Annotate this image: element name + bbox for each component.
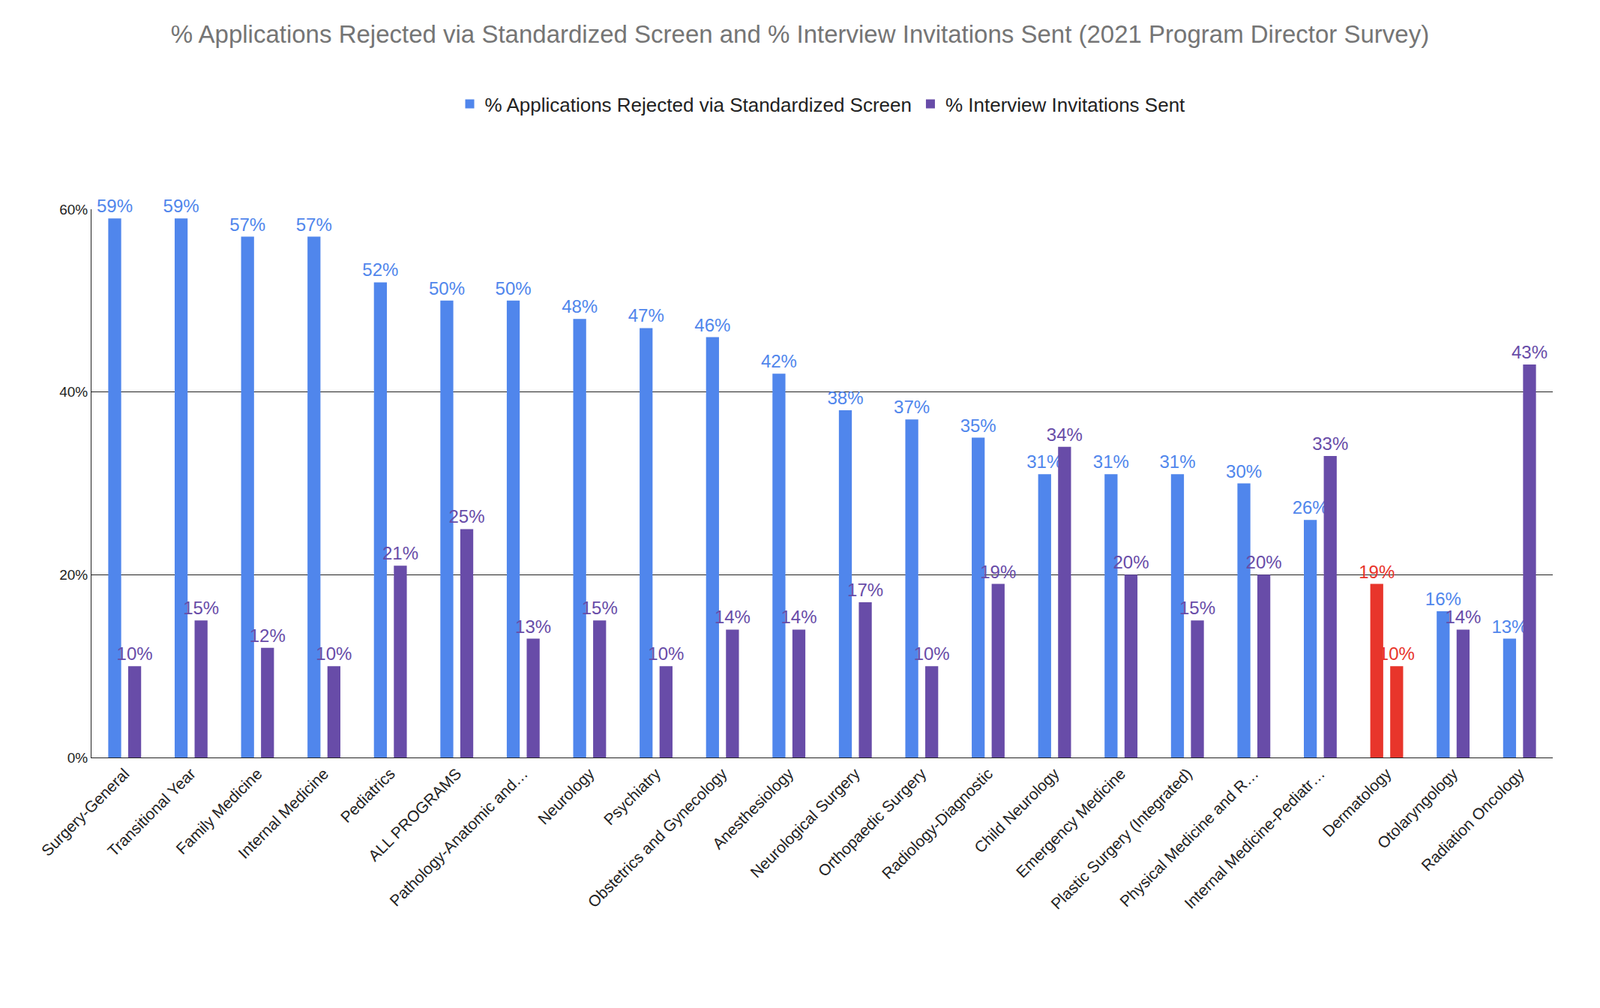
svg-text:26%: 26%	[1292, 497, 1329, 518]
svg-text:17%: 17%	[847, 579, 884, 600]
svg-text:43%: 43%	[1511, 341, 1548, 363]
svg-text:10%: 10%	[1378, 643, 1415, 664]
svg-text:34%: 34%	[1046, 424, 1083, 445]
svg-text:Orthopaedic Surgery: Orthopaedic Surgery	[814, 764, 930, 880]
svg-text:Anesthesiology: Anesthesiology	[708, 764, 797, 852]
svg-text:Pediatrics: Pediatrics	[336, 764, 398, 826]
svg-text:25%: 25%	[449, 506, 486, 527]
svg-text:Dermatology: Dermatology	[1318, 764, 1395, 840]
svg-text:14%: 14%	[714, 606, 751, 627]
svg-text:31%: 31%	[1093, 451, 1130, 472]
svg-text:20%: 20%	[1246, 551, 1283, 573]
svg-text:Child Neurology: Child Neurology	[970, 764, 1063, 856]
svg-text:50%: 50%	[428, 278, 465, 299]
svg-text:Obstetrics and Gynecology: Obstetrics and Gynecology	[584, 764, 731, 911]
svg-text:37%: 37%	[893, 396, 930, 417]
svg-text:ALL PROGRAMS: ALL PROGRAMS	[365, 764, 465, 865]
svg-text:19%: 19%	[979, 561, 1016, 582]
svg-text:Psychiatry: Psychiatry	[600, 764, 665, 828]
svg-text:57%: 57%	[296, 214, 333, 235]
svg-text:57%: 57%	[229, 214, 266, 235]
svg-text:16%: 16%	[1425, 588, 1462, 609]
svg-text:35%: 35%	[960, 415, 997, 436]
svg-text:Otolaryngology: Otolaryngology	[1373, 764, 1461, 851]
svg-text:Neurology: Neurology	[534, 764, 598, 827]
svg-text:Plastic Surgery (Integrated): Plastic Surgery (Integrated)	[1047, 764, 1196, 913]
svg-text:0%: 0%	[67, 749, 89, 766]
svg-text:12%: 12%	[249, 625, 286, 646]
svg-text:50%: 50%	[495, 278, 532, 299]
svg-text:% Applications Rejected via St: % Applications Rejected via Standardized…	[170, 20, 1430, 48]
svg-text:42%: 42%	[761, 350, 798, 372]
svg-text:10%: 10%	[116, 643, 153, 664]
svg-text:Surgery-General: Surgery-General	[38, 764, 133, 860]
svg-text:13%: 13%	[515, 616, 552, 637]
svg-text:Radiology-Diagnostic: Radiology-Diagnostic	[878, 764, 997, 883]
svg-text:20%: 20%	[59, 566, 88, 583]
svg-text:Pathology-Anatomic and…: Pathology-Anatomic and…	[386, 764, 531, 910]
svg-text:31%: 31%	[1026, 451, 1063, 472]
svg-text:38%: 38%	[826, 387, 863, 408]
svg-text:Physical Medicine and R…: Physical Medicine and R…	[1116, 764, 1262, 911]
svg-text:10%: 10%	[315, 643, 352, 664]
svg-text:15%: 15%	[581, 597, 618, 618]
svg-text:Neurological Surgery: Neurological Surgery	[746, 764, 863, 881]
svg-text:Emergency Medicine: Emergency Medicine	[1012, 764, 1129, 881]
svg-text:30%: 30%	[1225, 461, 1262, 482]
svg-text:47%: 47%	[628, 305, 665, 326]
svg-text:33%: 33%	[1312, 433, 1349, 454]
svg-text:46%: 46%	[694, 314, 731, 336]
svg-text:31%: 31%	[1159, 451, 1196, 472]
svg-text:13%: 13%	[1491, 616, 1528, 637]
svg-text:Radiation Oncology: Radiation Oncology	[1417, 764, 1528, 874]
svg-text:Transitional Year: Transitional Year	[104, 764, 199, 860]
svg-text:60%: 60%	[59, 201, 88, 218]
svg-text:10%: 10%	[647, 643, 684, 664]
svg-text:19%: 19%	[1358, 561, 1395, 582]
svg-text:Family Medicine: Family Medicine	[172, 764, 266, 858]
svg-text:14%: 14%	[780, 606, 817, 627]
svg-text:21%: 21%	[382, 542, 419, 564]
svg-text:% Interview Invitations Sent: % Interview Invitations Sent	[945, 93, 1186, 117]
svg-text:% Applications Rejected via St: % Applications Rejected via Standardized…	[485, 93, 912, 117]
svg-text:Internal Medicine: Internal Medicine	[234, 764, 332, 862]
svg-text:20%: 20%	[1112, 551, 1149, 573]
svg-text:15%: 15%	[182, 597, 219, 618]
svg-text:59%: 59%	[96, 195, 133, 216]
svg-text:10%: 10%	[913, 643, 950, 664]
svg-text:40%: 40%	[59, 383, 88, 400]
svg-text:Internal Medicine-Pediatr…: Internal Medicine-Pediatr…	[1180, 764, 1328, 912]
svg-text:48%: 48%	[561, 296, 598, 317]
svg-text:14%: 14%	[1444, 606, 1481, 627]
svg-text:59%: 59%	[163, 195, 200, 216]
svg-text:15%: 15%	[1179, 597, 1216, 618]
svg-text:52%: 52%	[362, 259, 399, 280]
